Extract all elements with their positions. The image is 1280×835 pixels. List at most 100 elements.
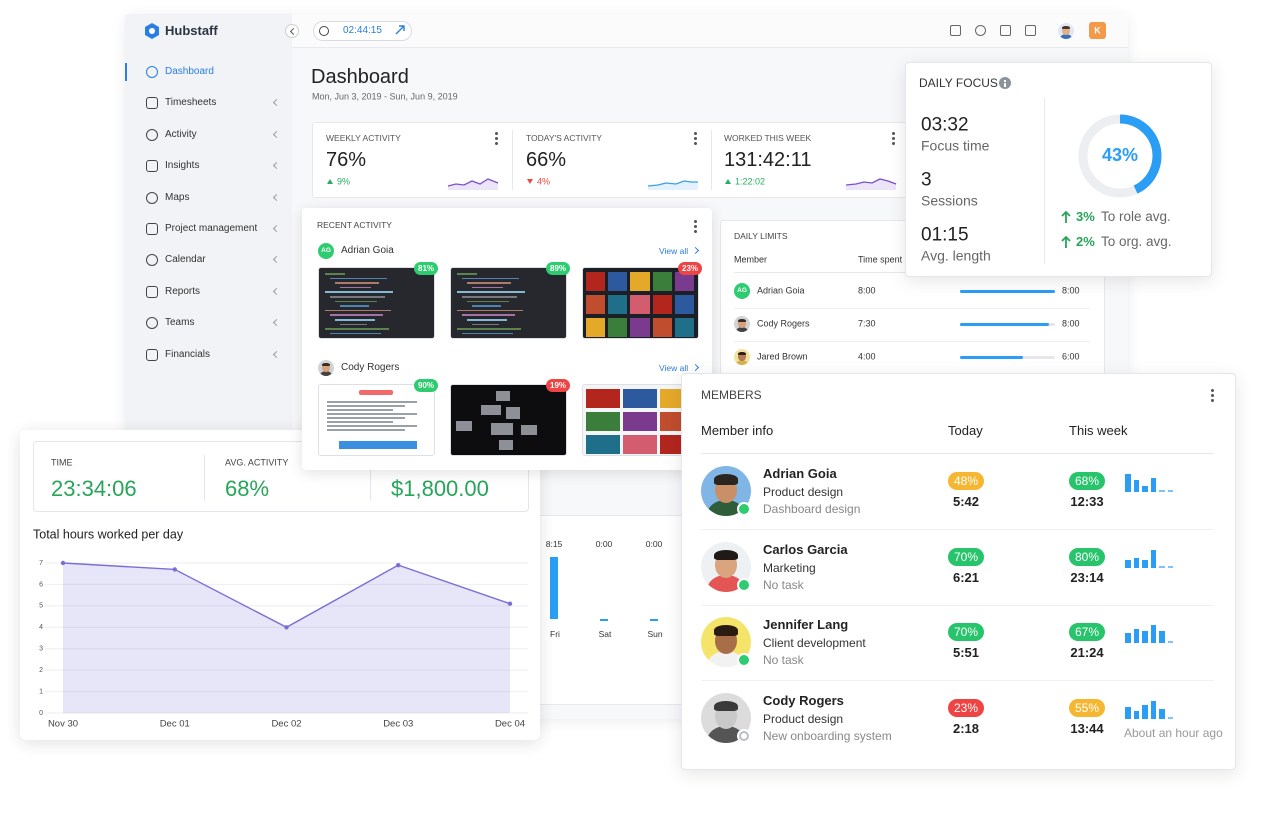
screenshot-thumbnail[interactable]: [318, 384, 435, 456]
thumbnail-tile: [630, 272, 650, 291]
member-name: Cody Rogers: [757, 318, 810, 329]
comparison-value: 3%: [1076, 209, 1095, 225]
toolbar-icon[interactable]: [950, 25, 961, 36]
avatar: [1058, 23, 1074, 39]
focus-label: Focus time: [921, 137, 990, 154]
avatar-initials: AG: [737, 287, 747, 295]
mini-bar: [1167, 565, 1173, 568]
logo-icon: [145, 23, 159, 39]
nav-item[interactable]: Insights: [165, 160, 200, 172]
arrow: [1061, 235, 1071, 248]
toolbar-icon[interactable]: [1025, 25, 1036, 36]
mini-bar: [1159, 631, 1165, 643]
member-role: Marketing: [763, 560, 816, 575]
activity-badge: [948, 547, 984, 566]
arrow: [395, 25, 405, 35]
nav-item[interactable]: Teams: [165, 317, 195, 329]
thumbnail-tile: [586, 295, 606, 314]
dot: [494, 141, 498, 145]
screenshot-thumbnail[interactable]: [582, 267, 699, 339]
x-tick-label: Dec 01: [160, 719, 190, 730]
summary-value: $1,800.00: [391, 475, 489, 501]
nav-icon: [146, 66, 158, 78]
time-worked: 23:14: [1070, 569, 1104, 585]
nav-item[interactable]: Maps: [165, 191, 190, 203]
mini-bar: [1150, 700, 1156, 719]
member-name: Adrian Goia: [341, 245, 394, 256]
toolbar-icon[interactable]: [975, 25, 986, 36]
view-all-link[interactable]: View all: [659, 245, 689, 256]
stats-card: [312, 122, 912, 198]
member-task: No task: [763, 652, 804, 667]
focus-label: Sessions: [921, 192, 978, 209]
more-button[interactable]: [692, 130, 698, 146]
screenshot-thumbnail[interactable]: [450, 267, 567, 339]
account-badge[interactable]: [1089, 22, 1106, 39]
nav-item[interactable]: Calendar: [165, 254, 206, 266]
screenshot-thumbnail[interactable]: [450, 384, 567, 456]
more-button[interactable]: [493, 130, 499, 146]
nav-item[interactable]: Reports: [165, 285, 201, 297]
comparison-value: 2%: [1076, 234, 1095, 250]
view-all-link[interactable]: View all: [659, 362, 689, 373]
stat-value: 131:42:11: [724, 149, 812, 171]
activity-badge: [1069, 472, 1105, 490]
toolbar-icon[interactable]: [1000, 25, 1011, 36]
bar-day: Fri: [550, 628, 560, 639]
daily-focus-card: [905, 62, 1212, 277]
limit-bar: [960, 289, 1055, 293]
activity-percent: 55%: [1074, 700, 1100, 715]
avatar-body: [736, 326, 748, 332]
timer-pill[interactable]: [313, 21, 412, 41]
info-stem: [1004, 83, 1006, 87]
thumbnail-tile: [586, 318, 606, 337]
mini-bar: [1142, 631, 1148, 643]
activity-score: 23%: [681, 263, 699, 273]
doc-line: [327, 417, 405, 419]
code-line: [340, 305, 369, 307]
dot: [1210, 393, 1214, 397]
dot: [693, 229, 697, 233]
donut-label: 43%: [1101, 145, 1139, 166]
column-header: Time spent: [858, 254, 903, 265]
thumbnail-tile: [674, 272, 694, 291]
nav-icon: [146, 97, 158, 110]
thumbnail-tile: [586, 412, 620, 431]
code-line: [462, 332, 513, 335]
activity-badge: [1069, 547, 1105, 566]
screenshot-thumbnail[interactable]: [318, 267, 435, 339]
more-button[interactable]: [890, 130, 896, 146]
activity-badge: [678, 262, 702, 275]
nav-item[interactable]: Project management: [165, 223, 258, 234]
active-indicator: [125, 63, 127, 81]
bar-day: Sat: [598, 628, 612, 639]
card-title: MEMBERS: [701, 387, 762, 402]
nav-item[interactable]: Timesheets: [165, 97, 217, 109]
time-worked: 2:18: [952, 720, 980, 736]
more-button[interactable]: [1209, 387, 1215, 403]
member-name: Adrian Goia: [757, 285, 805, 296]
screenshot-thumbnail[interactable]: [582, 384, 699, 456]
mini-bar: [1142, 704, 1148, 719]
time-worked: 13:44: [1070, 720, 1104, 736]
nav-item[interactable]: Financials: [165, 348, 211, 360]
doc-line: [327, 413, 417, 415]
nav-item[interactable]: Activity: [165, 128, 197, 140]
column-header: This week: [1069, 423, 1128, 439]
summary-value: 68%: [225, 475, 270, 501]
sparkline-fill: [846, 179, 896, 190]
thumbnail-tile: [586, 435, 620, 454]
block: [499, 440, 513, 450]
code-line: [335, 282, 379, 284]
trend-icon: [327, 179, 333, 184]
activity-score: 89%: [549, 263, 567, 273]
avatar-head: [1062, 26, 1070, 35]
more-button[interactable]: [692, 218, 698, 234]
avatar-hair: [714, 474, 738, 485]
stat-label: TODAY'S ACTIVITY: [526, 132, 602, 143]
collapse-button[interactable]: [285, 24, 299, 38]
nav-item[interactable]: Dashboard: [165, 66, 214, 77]
mini-bar: [1167, 716, 1173, 719]
code-line: [467, 282, 511, 284]
activity-badge: [1069, 698, 1105, 717]
